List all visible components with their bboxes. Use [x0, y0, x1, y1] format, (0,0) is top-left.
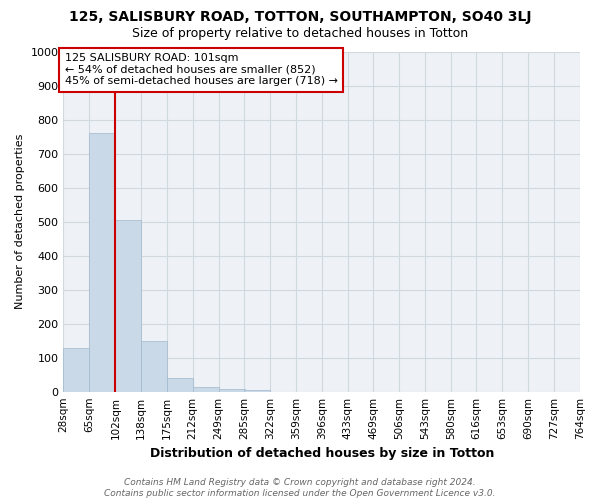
X-axis label: Distribution of detached houses by size in Totton: Distribution of detached houses by size …	[149, 447, 494, 460]
Bar	[193, 386, 218, 392]
Text: 125, SALISBURY ROAD, TOTTON, SOUTHAMPTON, SO40 3LJ: 125, SALISBURY ROAD, TOTTON, SOUTHAMPTON…	[69, 10, 531, 24]
Bar	[89, 133, 115, 392]
Bar	[167, 378, 193, 392]
Bar	[218, 389, 245, 392]
Bar	[244, 390, 270, 392]
Text: Contains HM Land Registry data © Crown copyright and database right 2024.
Contai: Contains HM Land Registry data © Crown c…	[104, 478, 496, 498]
Bar	[64, 348, 89, 392]
Y-axis label: Number of detached properties: Number of detached properties	[15, 134, 25, 310]
Bar	[115, 220, 142, 392]
Text: Size of property relative to detached houses in Totton: Size of property relative to detached ho…	[132, 28, 468, 40]
Bar	[140, 340, 167, 392]
Text: 125 SALISBURY ROAD: 101sqm
← 54% of detached houses are smaller (852)
45% of sem: 125 SALISBURY ROAD: 101sqm ← 54% of deta…	[65, 53, 338, 86]
